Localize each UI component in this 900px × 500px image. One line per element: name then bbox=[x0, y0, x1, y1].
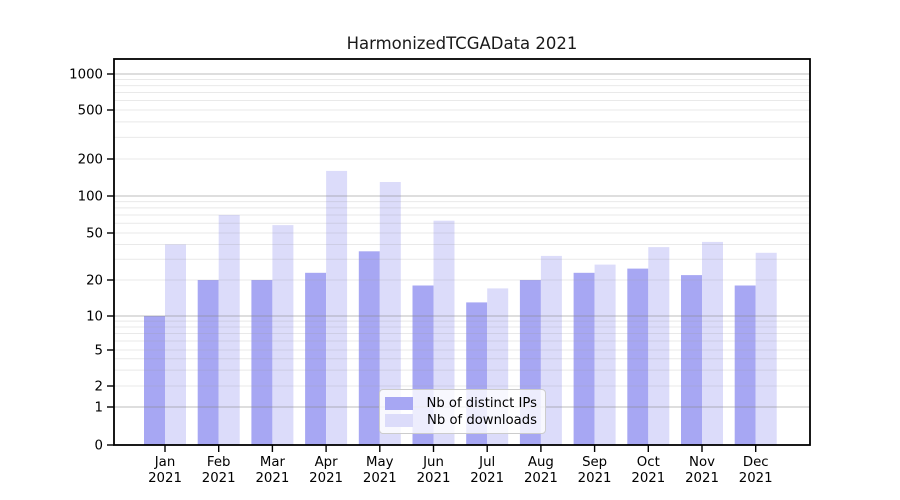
bar-downloads-nov bbox=[702, 241, 723, 445]
bar-downloads-may bbox=[379, 182, 401, 445]
legend-swatch-downloads bbox=[385, 414, 413, 427]
x-tick-label-year-nov: 2021 bbox=[685, 471, 719, 486]
x-tick-label-feb: Feb bbox=[207, 455, 231, 470]
x-tick-label-jan: Jan bbox=[154, 455, 176, 470]
legend-label-downloads: Nb of downloads bbox=[427, 413, 537, 428]
bar-ips-sep bbox=[573, 272, 595, 445]
y-tick-label-1: 1 bbox=[95, 401, 103, 416]
y-tick-label-10: 10 bbox=[86, 310, 103, 325]
y-tick-label-100: 100 bbox=[78, 190, 103, 205]
x-tick-label-apr: Apr bbox=[315, 455, 339, 470]
axes-box bbox=[113, 58, 811, 446]
bar-downloads-apr bbox=[326, 170, 348, 445]
x-tick-label-may: May bbox=[366, 455, 394, 470]
bar-ips-dec bbox=[734, 285, 756, 445]
bar-downloads-jan bbox=[165, 244, 186, 445]
bar-downloads-feb bbox=[218, 215, 240, 445]
x-tick-label-nov: Nov bbox=[689, 455, 715, 470]
x-tick-label-year-apr: 2021 bbox=[309, 471, 343, 486]
legend-item-distinct-ips: Nb of distinct IPs bbox=[385, 396, 537, 411]
x-tick-label-aug: Aug bbox=[528, 455, 554, 470]
x-tick-label-year-may: 2021 bbox=[363, 471, 397, 486]
legend: Nb of distinct IPs Nb of downloads bbox=[379, 389, 546, 434]
x-tick-label-year-jan: 2021 bbox=[148, 471, 182, 486]
bar-ips-oct bbox=[627, 268, 649, 445]
y-tick-label-5: 5 bbox=[95, 344, 103, 359]
x-tick-label-dec: Dec bbox=[743, 455, 769, 470]
x-tick-label-year-mar: 2021 bbox=[255, 471, 289, 486]
y-tick-label-0: 0 bbox=[95, 439, 103, 454]
y-tick-label-2: 2 bbox=[95, 380, 103, 395]
x-tick-label-jun: Jun bbox=[422, 455, 444, 470]
x-tick-label-year-feb: 2021 bbox=[202, 471, 236, 486]
y-tick-label-50: 50 bbox=[86, 227, 103, 242]
x-tick-label-year-jun: 2021 bbox=[417, 471, 451, 486]
y-tick-label-200: 200 bbox=[78, 153, 103, 168]
bar-downloads-oct bbox=[648, 247, 670, 445]
bar-ips-apr bbox=[305, 272, 327, 445]
legend-swatch-distinct-ips bbox=[385, 397, 413, 410]
bar-downloads-aug bbox=[540, 255, 562, 445]
bar-downloads-sep bbox=[594, 264, 616, 445]
bar-downloads-dec bbox=[755, 252, 777, 445]
y-tick-label-20: 20 bbox=[86, 274, 103, 289]
chart-title: HarmonizedTCGAData 2021 bbox=[346, 34, 578, 53]
bar-ips-mar bbox=[251, 280, 273, 445]
bar-ips-may bbox=[358, 251, 380, 445]
legend-item-downloads: Nb of downloads bbox=[385, 413, 537, 428]
bar-ips-feb bbox=[197, 280, 219, 445]
x-tick-label-year-oct: 2021 bbox=[631, 471, 665, 486]
x-tick-label-sep: Sep bbox=[582, 455, 607, 470]
x-tick-label-year-dec: 2021 bbox=[739, 471, 773, 486]
x-tick-label-year-aug: 2021 bbox=[524, 471, 558, 486]
bar-ips-jan bbox=[144, 316, 165, 445]
y-tick-label-1000: 1000 bbox=[69, 68, 103, 83]
x-tick-label-jul: Jul bbox=[478, 455, 495, 470]
x-tick-label-mar: Mar bbox=[260, 455, 286, 470]
legend-label-distinct-ips: Nb of distinct IPs bbox=[426, 396, 537, 411]
bar-ips-nov bbox=[681, 275, 702, 445]
bar-downloads-jun bbox=[433, 220, 455, 445]
bar-downloads-mar bbox=[272, 225, 294, 445]
x-tick-label-year-jul: 2021 bbox=[470, 471, 504, 486]
x-tick-label-year-sep: 2021 bbox=[578, 471, 612, 486]
x-tick-label-oct: Oct bbox=[637, 455, 660, 470]
y-tick-label-500: 500 bbox=[78, 104, 103, 119]
